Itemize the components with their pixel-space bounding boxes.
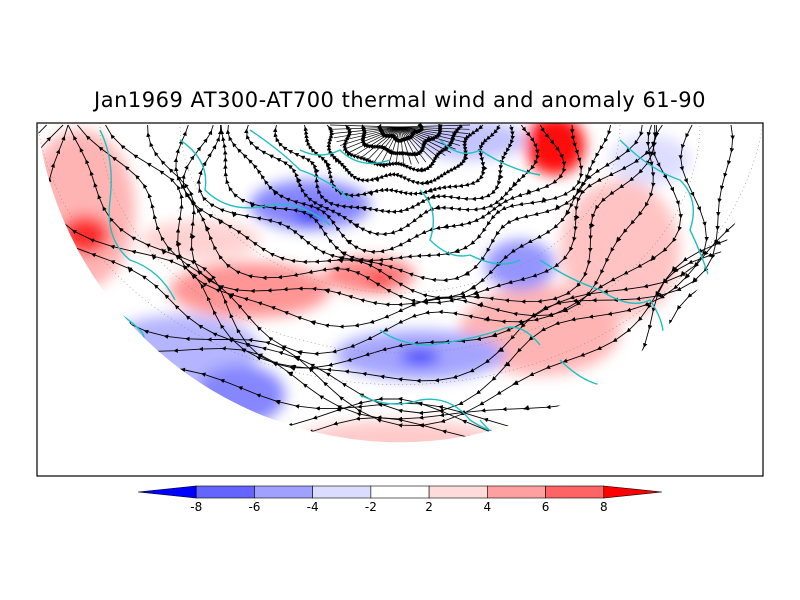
pole-streamline [399, 126, 412, 165]
pole-streamline [399, 126, 405, 165]
colorbar-tick-label: -6 [248, 500, 261, 514]
streamline-arrow [533, 429, 541, 435]
streamline-arrow [539, 441, 546, 443]
colorbar-tick-label: 8 [599, 500, 608, 514]
pole-streamline [399, 126, 420, 164]
pole-streamline [366, 126, 401, 161]
pole-streamline [399, 126, 451, 153]
pole-streamline [395, 126, 401, 165]
streamline-arrow [788, 329, 796, 337]
pole-streamline [399, 124, 471, 128]
colorbar-swatch [603, 485, 663, 499]
streamline-arrow [252, 447, 259, 454]
pole-streamline [380, 126, 401, 164]
pole-streamline [399, 126, 464, 143]
colorbar-swatch [428, 485, 488, 499]
pole-streamline [349, 126, 401, 153]
pole-streamline [399, 126, 470, 130]
pole-streamline [399, 126, 469, 134]
pole-streamline [399, 126, 467, 139]
streamline-arrow [89, 286, 95, 293]
pole-streamline [399, 126, 434, 161]
colorbar-swatch [487, 485, 546, 499]
colorbar-tick-label: -2 [364, 500, 377, 514]
colorbar-swatch [370, 485, 430, 499]
pole-streamline [360, 126, 401, 159]
pole-streamline [330, 126, 401, 130]
colorbar-tick-label: -4 [306, 500, 319, 514]
colorbar-tick-label: 2 [425, 500, 433, 514]
colorbar-tick-label: -8 [190, 500, 203, 514]
streamline-arrow [529, 418, 536, 424]
streamline-arrow [65, 299, 71, 306]
streamline-arrow [747, 306, 753, 313]
pole-streamline [329, 124, 401, 128]
map-frame [36, 122, 764, 477]
streamline-arrow [246, 459, 253, 466]
streamline-arrow [261, 428, 269, 434]
streamline-arrow [530, 421, 538, 427]
streamline-arrow [1, 331, 9, 339]
streamline-arrow [26, 318, 34, 326]
pole-streamline [336, 126, 401, 143]
colorbar-swatch [312, 485, 372, 499]
pole-streamline [354, 126, 401, 156]
pole-streamline [399, 126, 440, 159]
streamline-arrow [48, 308, 54, 315]
pole-streamline [339, 126, 401, 146]
pole-streamline [399, 126, 461, 146]
streamline-arrow [53, 305, 59, 313]
colorbar-swatch [195, 485, 255, 499]
pole-streamline [333, 126, 401, 139]
streamline-arrow [536, 435, 544, 441]
pole-streamline [344, 126, 401, 150]
colorbar-tick-label: 6 [541, 500, 550, 514]
streamline-arrow [49, 307, 56, 314]
colorbar-tick-label: 4 [483, 500, 492, 514]
streamline-arrow [539, 441, 547, 443]
colorbar-swatch [545, 485, 605, 499]
pole-streamline [331, 126, 401, 134]
colorbar-swatch [137, 485, 197, 499]
pole-streamline [373, 126, 401, 163]
colorbar [137, 485, 663, 499]
map-title: Jan1969 AT300-AT700 thermal wind and ano… [94, 88, 706, 112]
colorbar-swatch [254, 485, 313, 499]
pole-streamline [388, 126, 401, 165]
pole-streamline [399, 126, 446, 156]
pole-streamline [399, 126, 427, 163]
grid-lines [37, 123, 763, 385]
